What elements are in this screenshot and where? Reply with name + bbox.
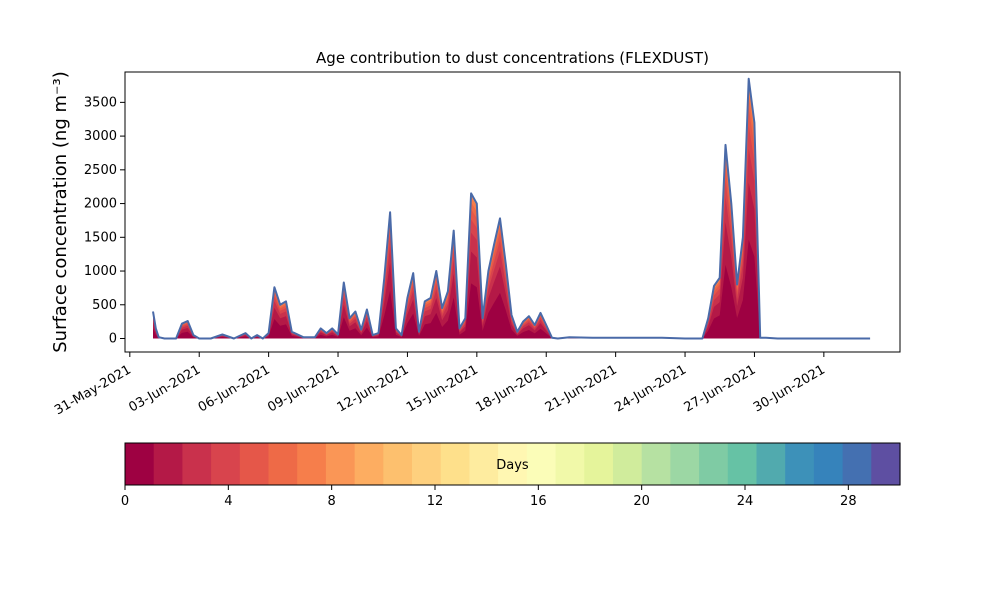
colorbar-swatch bbox=[670, 443, 700, 485]
colorbar-swatch bbox=[297, 443, 327, 485]
y-tick-label: 1000 bbox=[84, 264, 117, 279]
x-axis: 31-May-202103-Jun-202106-Jun-202109-Jun-… bbox=[52, 352, 828, 418]
total-line-group bbox=[152, 77, 871, 340]
colorbar-tick-label: 24 bbox=[737, 494, 754, 509]
age-band-1 bbox=[153, 182, 871, 339]
y-tick-label: 2000 bbox=[84, 197, 117, 212]
age-band-5 bbox=[153, 94, 871, 339]
x-tick-label: 21-Jun-2021 bbox=[543, 362, 620, 415]
colorbar-swatch bbox=[354, 443, 384, 485]
colorbar-swatch bbox=[842, 443, 872, 485]
stacked-areas bbox=[153, 78, 871, 339]
colorbar-swatch bbox=[785, 443, 815, 485]
colorbar-swatch bbox=[813, 443, 844, 485]
colorbar-swatch bbox=[871, 443, 901, 485]
y-tick-label: 3000 bbox=[84, 129, 117, 144]
y-tick-label: 2500 bbox=[84, 163, 117, 178]
colorbar-tick-label: 0 bbox=[121, 494, 129, 509]
colorbar-swatch bbox=[699, 443, 729, 485]
colorbar-swatch bbox=[727, 443, 758, 485]
x-tick-label: 15-Jun-2021 bbox=[404, 362, 481, 415]
colorbar-swatch bbox=[584, 443, 614, 485]
colorbar-tick-label: 4 bbox=[224, 494, 232, 509]
colorbar-swatch bbox=[412, 443, 442, 485]
plot-frame bbox=[124, 71, 901, 353]
x-tick-label: 31-May-2021 bbox=[52, 362, 134, 418]
colorbar-swatch bbox=[125, 443, 155, 485]
colorbar-swatch bbox=[555, 443, 585, 485]
colorbar-swatch bbox=[383, 443, 413, 485]
colorbar-swatch bbox=[641, 443, 671, 485]
y-tick-label: 500 bbox=[92, 298, 117, 313]
colorbar-swatch bbox=[182, 443, 212, 485]
colorbar-tick-label: 8 bbox=[328, 494, 336, 509]
colorbar-swatch bbox=[211, 443, 241, 485]
y-tick-label: 0 bbox=[109, 332, 117, 347]
x-tick-label: 03-Jun-2021 bbox=[126, 362, 203, 415]
colorbar-tick-label: 16 bbox=[530, 494, 547, 509]
chart-title: Age contribution to dust concentrations … bbox=[316, 49, 709, 67]
colorbar-swatch bbox=[268, 443, 298, 485]
colorbar-tick-label: 12 bbox=[427, 494, 444, 509]
colorbar-tick-label: 20 bbox=[633, 494, 650, 509]
x-tick-label: 30-Jun-2021 bbox=[751, 362, 828, 415]
x-tick-label: 06-Jun-2021 bbox=[196, 362, 273, 415]
y-axis-label: Surface concentration (ng m⁻³) bbox=[50, 71, 71, 353]
age-band-7 bbox=[153, 78, 871, 339]
colorbar-swatch bbox=[440, 443, 471, 485]
colorbar-tick-label: 28 bbox=[840, 494, 857, 509]
x-tick-label: 24-Jun-2021 bbox=[612, 362, 689, 415]
colorbar: 0 4 8 12 16 20 24 28 bbox=[121, 442, 901, 509]
y-tick-label: 3500 bbox=[84, 95, 117, 110]
total-concentration-line bbox=[152, 77, 871, 340]
colorbar-swatch bbox=[469, 443, 499, 485]
x-tick-label: 12-Jun-2021 bbox=[335, 362, 412, 415]
x-tick-label: 18-Jun-2021 bbox=[473, 362, 550, 415]
colorbar-swatch bbox=[153, 443, 184, 485]
age-band-0 bbox=[153, 239, 871, 339]
colorbar-swatch bbox=[325, 443, 356, 485]
x-tick-label: 09-Jun-2021 bbox=[265, 362, 342, 415]
colorbar-swatch bbox=[239, 443, 270, 485]
age-band-6 bbox=[153, 83, 871, 339]
y-tick-label: 1500 bbox=[84, 230, 117, 245]
y-axis: 0 500 1000 1500 2000 2500 3000 3500 bbox=[84, 95, 125, 347]
colorbar-swatch bbox=[526, 443, 557, 485]
colorbar-swatch bbox=[756, 443, 786, 485]
x-tick-label: 27-Jun-2021 bbox=[682, 362, 759, 415]
age-band-4 bbox=[153, 107, 871, 339]
colorbar-frame bbox=[124, 442, 901, 486]
colorbar-label: Days bbox=[496, 458, 529, 473]
colorbar-swatch bbox=[498, 443, 528, 485]
colorbar-swatch bbox=[612, 443, 643, 485]
